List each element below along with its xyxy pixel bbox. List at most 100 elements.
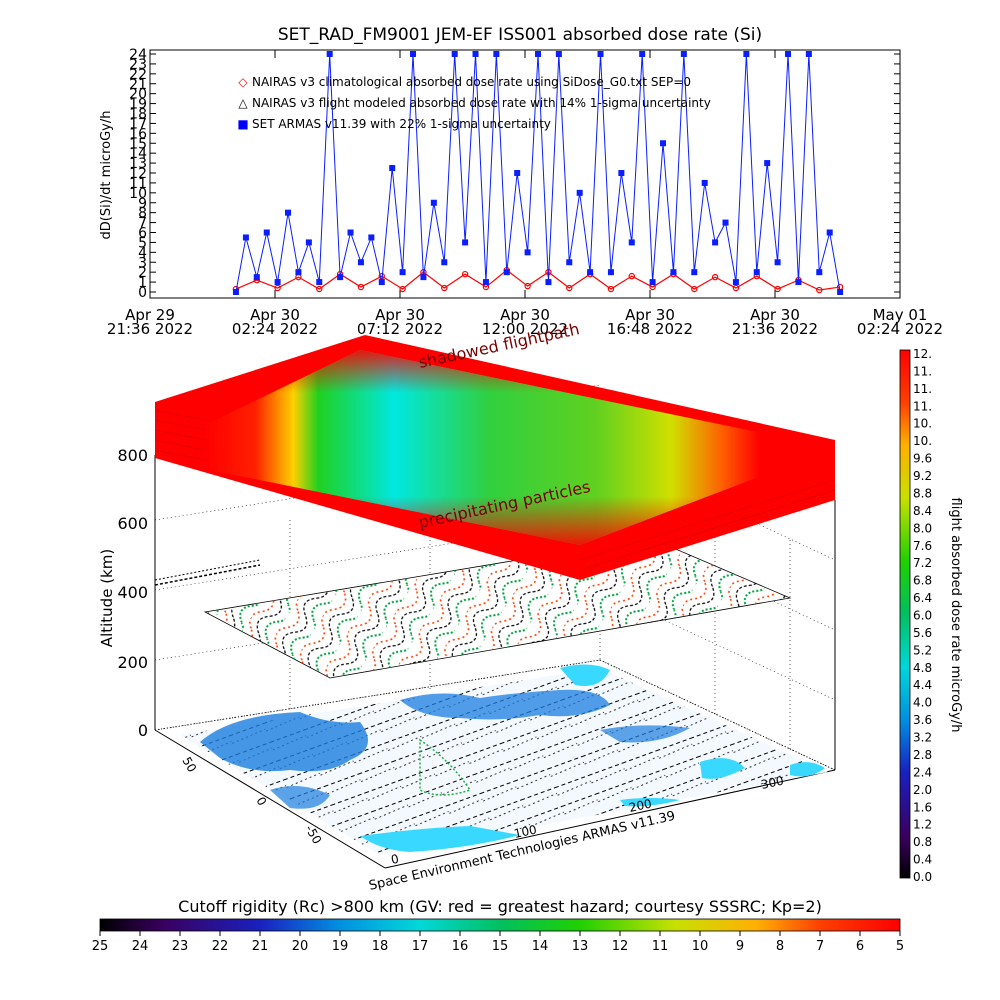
colorbar-tick-label: 2.8 — [913, 748, 932, 762]
armas-data-point — [295, 269, 302, 276]
rigidity-tick-label: 6 — [856, 939, 864, 954]
armas-data-point — [826, 229, 833, 236]
colorbar-tick-label: 0.4 — [913, 853, 932, 867]
svg-text:100: 100 — [513, 822, 538, 840]
armas-data-point — [378, 279, 385, 286]
x-tick-time: 21:36 2022 — [107, 320, 193, 338]
rigidity-tick-labels: 25 24 23 22 21 20 19 18 17 16 15 14 13 12 11 10 9 8 7 6 5 — [92, 931, 904, 954]
x-tick-date: Apr 30 — [250, 306, 300, 324]
y-tick-label: 12 — [129, 166, 147, 182]
armas-data-point — [503, 269, 510, 276]
svg-text:400: 400 — [117, 583, 148, 602]
armas-data-point — [285, 209, 292, 216]
nairas-data-point — [524, 282, 531, 290]
colorbar-tick-label: 0.8 — [913, 835, 932, 849]
nairas-data-point — [774, 285, 781, 293]
y-tick-label: 4 — [138, 245, 147, 261]
armas-data-point — [337, 274, 344, 281]
x-tick-time: 12:00 2022 — [482, 320, 568, 338]
armas-data-point — [420, 274, 427, 281]
y-axis-label: dD(Si)/dt microGy/h — [99, 111, 114, 240]
y-tick-label: 6 — [138, 226, 147, 242]
rigidity-tick-label: 18 — [372, 939, 389, 954]
armas-data-point — [764, 160, 771, 167]
armas-data-point — [597, 51, 604, 57]
rigidity-tick-label: 24 — [132, 939, 149, 954]
colorbar-tick-label: 4.0 — [913, 696, 932, 710]
rigidity-tick-label: 14 — [532, 939, 549, 954]
colorbar-tick-label: 11. — [913, 399, 932, 413]
rigidity-tick-label: 13 — [572, 939, 589, 954]
colorbar-tick-label: 5.6 — [913, 626, 932, 640]
x-tick-date: Apr 30 — [625, 306, 675, 324]
armas-data-point — [753, 269, 760, 276]
armas-data-point — [253, 274, 260, 281]
colorbar-tick-label: 7.2 — [913, 556, 932, 570]
x-tick-time: 16:48 2022 — [607, 320, 693, 338]
y-tick-label: 10 — [129, 186, 147, 202]
world-map-floor — [180, 664, 828, 855]
armas-data-point — [816, 269, 823, 276]
armas-data-point — [545, 279, 552, 286]
armas-data-point — [628, 239, 635, 246]
y-tick-label: 22 — [129, 67, 147, 83]
rigidity-tick-label: 23 — [172, 939, 189, 954]
rigidity-tick-label: 11 — [652, 939, 669, 954]
colorbar-tick-label: 1.2 — [913, 818, 932, 832]
rigidity-tick-label: 7 — [816, 939, 824, 954]
rigidity-tick-label: 17 — [412, 939, 429, 954]
svg-text:600: 600 — [117, 514, 148, 533]
map-axis-ticks: 50 0 -50 100 200 300 0 — [179, 755, 785, 867]
y-tick-label: 0 — [138, 285, 147, 301]
y-tick-label: 18 — [129, 107, 147, 123]
armas-data-point — [232, 289, 239, 295]
armas-data-point — [555, 51, 562, 57]
armas-data-point — [795, 279, 802, 286]
armas-data-point — [774, 259, 781, 266]
nairas-data-point — [732, 284, 740, 292]
rigidity-tick-label: 15 — [492, 939, 509, 954]
armas-data-point — [482, 279, 489, 286]
armas-data-point — [472, 51, 479, 57]
y-tick-label: 14 — [129, 146, 147, 162]
armas-data-point — [430, 199, 437, 206]
rigidity-tick-label: 25 — [92, 939, 109, 954]
armas-data-point — [732, 279, 739, 286]
svg-text:200: 200 — [628, 796, 653, 814]
colorbar-tick-label: 8.4 — [913, 504, 932, 518]
armas-data-point — [566, 259, 573, 266]
armas-series — [232, 51, 844, 295]
armas-data-point — [680, 51, 687, 57]
legend: ◇ NAIRAS v3 climatological absorbed dose … — [237, 75, 711, 131]
armas-data-point — [493, 51, 500, 57]
armas-data-point — [263, 229, 270, 236]
armas-data-point — [305, 239, 312, 246]
colorbar-tick-label: 4.4 — [913, 678, 932, 692]
y-tick-label: 17 — [129, 116, 147, 132]
y-tick-label: 9 — [138, 196, 147, 212]
y-tick-label: 16 — [129, 126, 147, 142]
armas-data-point — [743, 51, 750, 57]
colorbar-tick-label: 6.0 — [913, 609, 932, 623]
nairas-data-point — [691, 285, 698, 293]
y-tick-label: 8 — [138, 206, 147, 222]
x-tick-date: May 01 — [873, 306, 928, 324]
svg-text:-50: -50 — [302, 823, 324, 847]
rigidity-tick-label: 10 — [692, 939, 709, 954]
rigidity-tick-label: 12 — [612, 939, 629, 954]
armas-data-point — [576, 189, 583, 196]
svg-text:300: 300 — [760, 773, 785, 791]
colorbar-label: flight absorbed dose rate microGy/h — [948, 498, 963, 733]
nairas-data-point — [274, 284, 281, 292]
x-tick-time: 07:12 2022 — [357, 320, 443, 338]
nairas-data-point — [441, 284, 448, 292]
colorbar-tick-label: 4.8 — [913, 661, 932, 675]
rigidity-tick-label: 19 — [332, 939, 349, 954]
altitude-axis-label: Altitude (km) — [98, 549, 116, 647]
armas-data-point — [357, 259, 364, 266]
nairas-climatological-series — [232, 266, 844, 294]
armas-data-point — [670, 269, 677, 276]
rigidity-tick-label: 5 — [896, 939, 904, 954]
